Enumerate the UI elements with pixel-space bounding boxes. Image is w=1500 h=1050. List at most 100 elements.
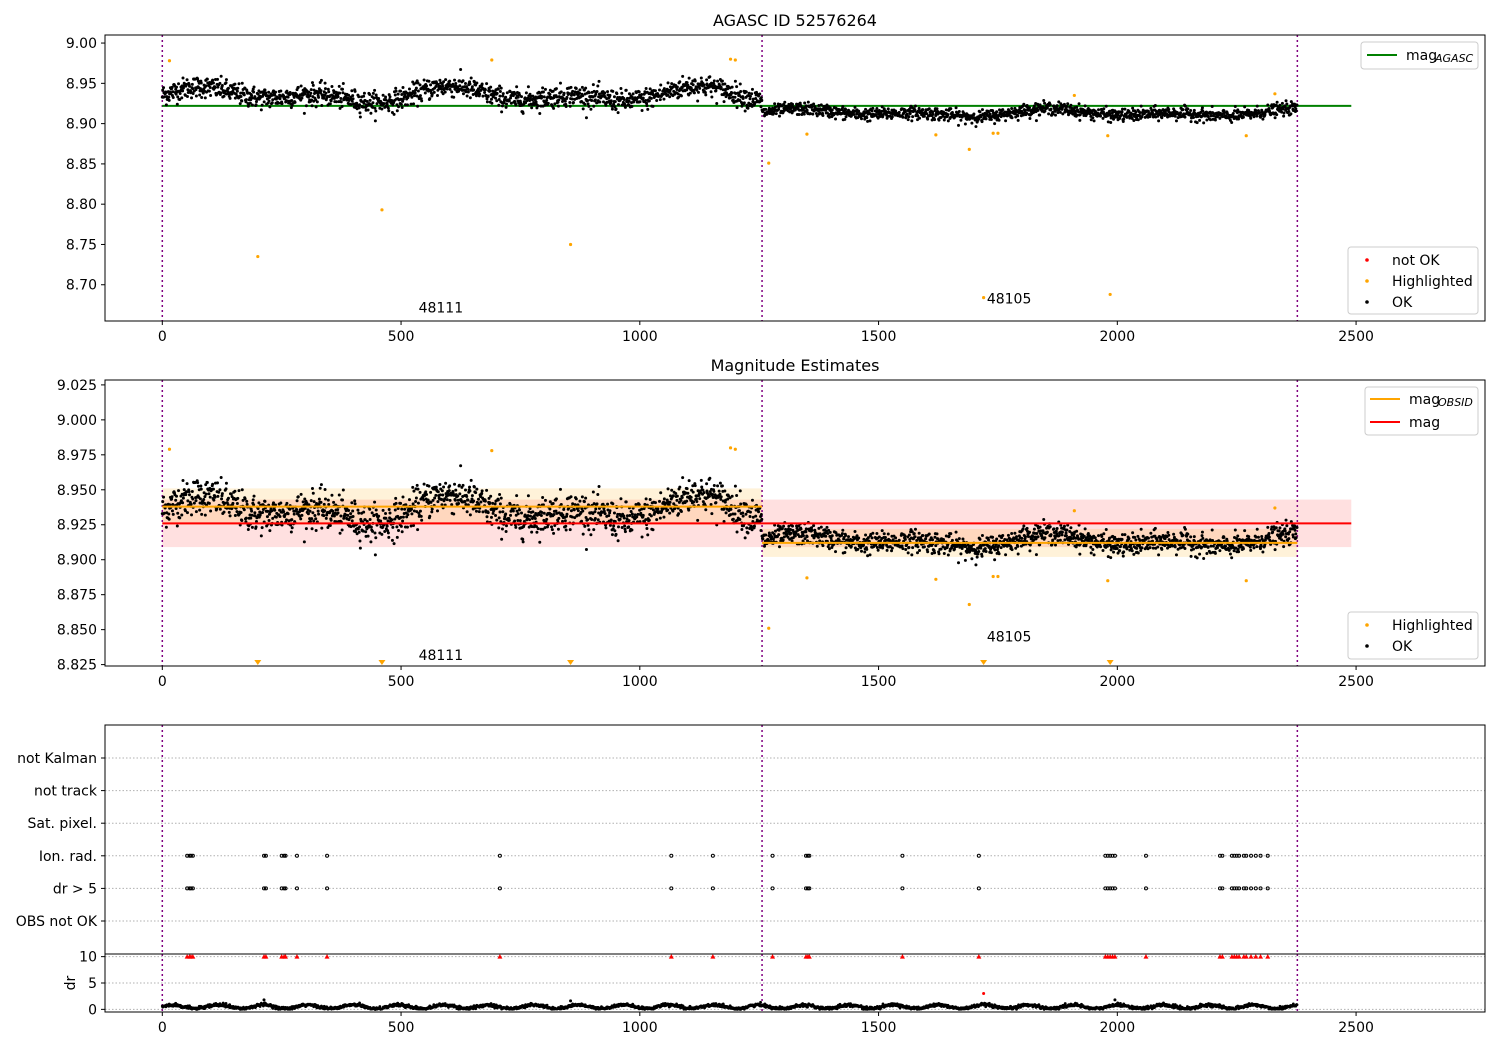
- ok-point: [309, 88, 313, 92]
- ok-point: [975, 555, 979, 559]
- ok-point: [748, 94, 752, 98]
- ok-point: [328, 523, 332, 527]
- ok-point: [871, 531, 875, 535]
- ok-point: [977, 550, 981, 554]
- ok-point: [653, 89, 657, 93]
- ok-point: [488, 89, 492, 93]
- ok-point: [230, 92, 234, 96]
- ok-point: [548, 507, 552, 511]
- ok-point: [515, 85, 519, 89]
- ok-point: [536, 104, 540, 108]
- ok-point: [476, 497, 480, 501]
- ok-point: [365, 100, 369, 104]
- ok-point: [834, 117, 838, 121]
- ok-point: [1016, 114, 1020, 118]
- ok-point: [256, 92, 260, 96]
- ok-point: [304, 527, 308, 531]
- ok-point: [627, 519, 631, 523]
- ok-point: [959, 118, 963, 122]
- ok-point: [723, 82, 727, 86]
- ok-point: [509, 96, 513, 100]
- ok-point: [859, 117, 863, 121]
- ok-point: [597, 484, 601, 488]
- ok-point: [844, 108, 848, 112]
- ok-point: [252, 85, 256, 89]
- ok-point: [233, 489, 237, 493]
- ok-point: [911, 546, 915, 550]
- ok-point: [495, 99, 499, 103]
- ok-point: [586, 99, 590, 103]
- ok-point: [870, 109, 874, 113]
- ok-point: [1131, 106, 1135, 110]
- ok-point: [569, 93, 573, 97]
- ok-point: [319, 483, 323, 487]
- ok-point: [190, 96, 194, 100]
- ok-point: [423, 91, 427, 95]
- ok-point: [644, 497, 648, 501]
- ok-point: [1054, 113, 1058, 117]
- ok-point: [574, 497, 578, 501]
- ok-point: [326, 498, 330, 502]
- ok-point: [362, 510, 366, 514]
- ok-point: [818, 111, 822, 115]
- ok-point: [640, 93, 644, 97]
- ok-point: [200, 512, 204, 516]
- ok-point: [580, 519, 584, 523]
- ok-point: [390, 518, 394, 522]
- ok-point: [319, 78, 323, 82]
- ok-point: [592, 104, 596, 108]
- ok-point: [738, 489, 742, 493]
- ok-point: [504, 524, 508, 528]
- ok-point: [1032, 104, 1036, 108]
- ok-point: [565, 512, 569, 516]
- ok-point: [200, 96, 204, 100]
- highlighted-point: [728, 57, 733, 61]
- ok-point: [357, 511, 361, 515]
- ok-point: [229, 492, 233, 496]
- ok-point: [191, 91, 195, 95]
- ok-point: [773, 102, 777, 106]
- ok-point: [1179, 111, 1183, 115]
- ok-point: [285, 99, 289, 103]
- ok-point: [368, 507, 372, 511]
- ok-point: [204, 492, 208, 496]
- ok-point: [1249, 116, 1253, 120]
- obsid-label: 48111: [419, 300, 464, 316]
- ok-point: [458, 84, 462, 88]
- ok-point: [863, 550, 867, 554]
- ok-point: [646, 533, 650, 537]
- ok-point: [313, 513, 317, 517]
- ok-point: [196, 481, 200, 485]
- ok-point: [1285, 102, 1289, 106]
- ok-point: [418, 83, 422, 87]
- ok-point: [719, 495, 723, 499]
- ok-point: [670, 82, 674, 86]
- ok-point: [498, 84, 502, 88]
- ok-point: [722, 100, 726, 104]
- ok-point: [666, 93, 670, 97]
- ok-point: [754, 514, 758, 518]
- ok-point: [802, 112, 806, 116]
- ok-point: [597, 92, 601, 96]
- ok-point: [572, 508, 576, 512]
- ok-point: [612, 524, 616, 528]
- ok-point: [750, 92, 754, 96]
- ok-point: [646, 107, 650, 111]
- ok-point: [591, 83, 595, 87]
- ok-point: [171, 96, 175, 100]
- ok-point: [1045, 106, 1049, 110]
- ok-point: [403, 93, 407, 97]
- ok-point: [302, 540, 306, 544]
- ok-point: [220, 497, 224, 501]
- ok-point: [317, 512, 321, 516]
- ok-point: [709, 90, 713, 94]
- highlighted-point: [767, 161, 771, 165]
- ok-point: [191, 497, 195, 501]
- ok-point: [596, 84, 600, 88]
- ok-point: [578, 499, 582, 503]
- ok-point: [589, 107, 593, 111]
- ok-point: [475, 81, 479, 85]
- ok-point: [332, 500, 336, 504]
- ok-point: [578, 91, 582, 95]
- ok-point: [430, 507, 434, 511]
